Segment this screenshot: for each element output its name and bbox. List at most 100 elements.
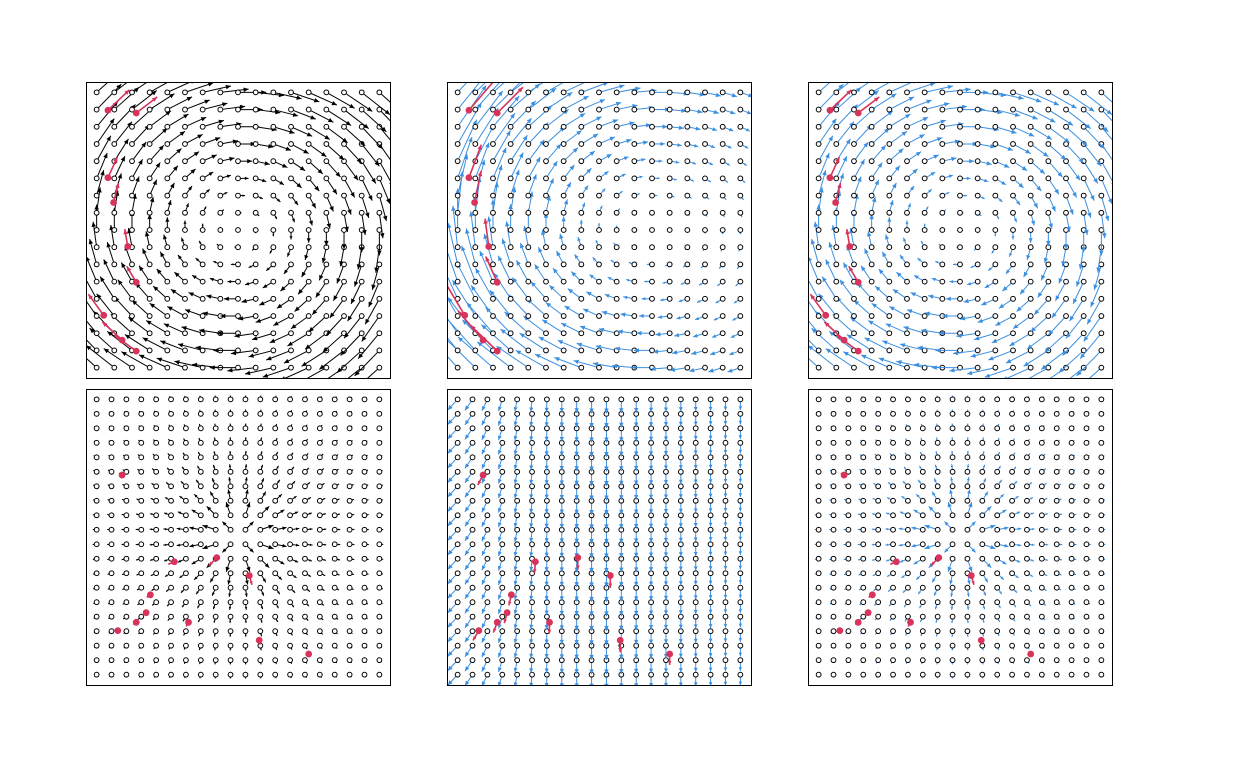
grid-point-marker (529, 642, 535, 649)
grid-point-marker (957, 261, 963, 268)
quiver-arrow-head (1121, 130, 1126, 135)
grid-point-marker (507, 278, 514, 285)
quiver-arrow-head (663, 639, 668, 644)
grid-point-marker (199, 313, 206, 319)
grid-point-marker (199, 89, 206, 96)
quiver-arrow (808, 344, 837, 369)
quiver-arrow-head (149, 543, 153, 546)
quiver-arrow-head (199, 423, 201, 426)
grid-point-marker (212, 526, 219, 533)
quiver-arrow-head (561, 216, 566, 222)
grid-point-marker (316, 396, 323, 403)
grid-point-marker (146, 106, 153, 113)
quiver-arrow-head (257, 214, 260, 216)
grid-point-marker (1098, 295, 1105, 302)
quiver-arrow-head (439, 257, 443, 262)
grid-point-marker (270, 123, 277, 130)
quiver-arrow-head (79, 291, 84, 296)
quiver-arrow-head (723, 681, 728, 685)
quiver-arrow-head (567, 92, 573, 97)
quiver-arrow-head (825, 348, 832, 354)
grid-point-marker (684, 192, 691, 199)
quiver-arrow (447, 355, 459, 368)
grid-point-marker (543, 106, 549, 113)
grid-point-marker (833, 278, 840, 285)
grid-point-marker (164, 313, 171, 319)
quiver-arrow-head (247, 158, 253, 164)
quiver-arrow-head (842, 67, 847, 72)
quiver-arrow-head (931, 365, 937, 370)
grid-point-marker (376, 425, 383, 432)
grid-point-marker (692, 599, 699, 606)
grid-point-marker (543, 244, 549, 251)
quiver-arrow-head (498, 255, 503, 262)
quiver-arrow-head (928, 294, 934, 299)
quiver-arrow-head (168, 439, 170, 441)
quiver-arrow-head (947, 84, 953, 90)
grid-point-marker (138, 555, 145, 562)
quiver-arrow-head (634, 668, 639, 674)
quiver-arrow-head (142, 337, 149, 343)
grid-point-marker (868, 330, 875, 337)
quiver-arrow (361, 126, 384, 150)
grid-point-marker (316, 570, 323, 577)
grid-point-marker (93, 330, 100, 337)
grid-point-marker (1080, 347, 1087, 354)
grid-point-marker (361, 657, 368, 664)
quiver-arrow (489, 289, 512, 317)
quiver-arrow (361, 315, 380, 342)
grid-point-marker (702, 227, 708, 233)
quiver-arrow-head (589, 437, 594, 443)
quiver-arrow (515, 349, 547, 369)
quiver-arrow-head (382, 215, 388, 222)
grid-point-marker (270, 364, 277, 371)
quiver-arrow-head (464, 463, 470, 469)
grid-point-marker (921, 158, 928, 165)
grid-point-marker (323, 175, 330, 182)
quiver-arrow (86, 278, 98, 300)
quiver-arrow-head (137, 469, 140, 471)
quiver-arrow-head (539, 139, 545, 146)
grid-point-marker (252, 295, 259, 302)
quiver-arrow-head (91, 221, 97, 228)
grid-point-marker (454, 89, 461, 96)
quiver-arrow (811, 327, 837, 351)
quiver-arrow-head (513, 682, 518, 685)
grid-point-marker (454, 175, 461, 182)
grid-point-marker (631, 313, 638, 319)
grid-point-marker (631, 175, 638, 182)
grid-point-marker (183, 468, 189, 475)
grid-point-marker (719, 261, 726, 268)
grid-point-marker (722, 497, 729, 504)
quiver-arrow-head (179, 131, 185, 137)
quiver-arrow-head (708, 551, 713, 556)
quiver-arrow (1006, 367, 1031, 378)
grid-point-marker (1098, 192, 1105, 199)
grid-point-marker (288, 313, 294, 319)
quiver-arrow-head (293, 496, 297, 499)
quiver-arrow-head (352, 558, 355, 561)
grid-point-marker (904, 227, 910, 233)
grid-point-marker (469, 613, 476, 620)
grid-point-marker (217, 192, 224, 199)
quiver-arrow-head (903, 326, 909, 331)
quiver-arrow-head (167, 604, 170, 607)
grid-point-marker (719, 192, 726, 199)
grid-point-marker (287, 613, 293, 620)
quiver-arrow-head (336, 367, 343, 373)
grid-point-marker (469, 555, 476, 562)
quiver-arrow-head (994, 234, 997, 237)
grid-point-marker (499, 425, 506, 432)
quiver-arrow-head (366, 106, 373, 112)
grid-point-marker (316, 671, 323, 678)
grid-point-marker (737, 642, 744, 649)
quiver-arrow-head (1062, 350, 1068, 356)
grid-point-marker (138, 541, 145, 548)
quiver-arrow-head (538, 247, 543, 253)
grid-point-marker (904, 278, 910, 285)
grid-point-marker (499, 570, 506, 577)
grid-point-marker (129, 295, 135, 302)
grid-point-marker (287, 628, 293, 635)
quiver-arrow-head (464, 448, 470, 454)
quiver-field (92, 395, 384, 679)
